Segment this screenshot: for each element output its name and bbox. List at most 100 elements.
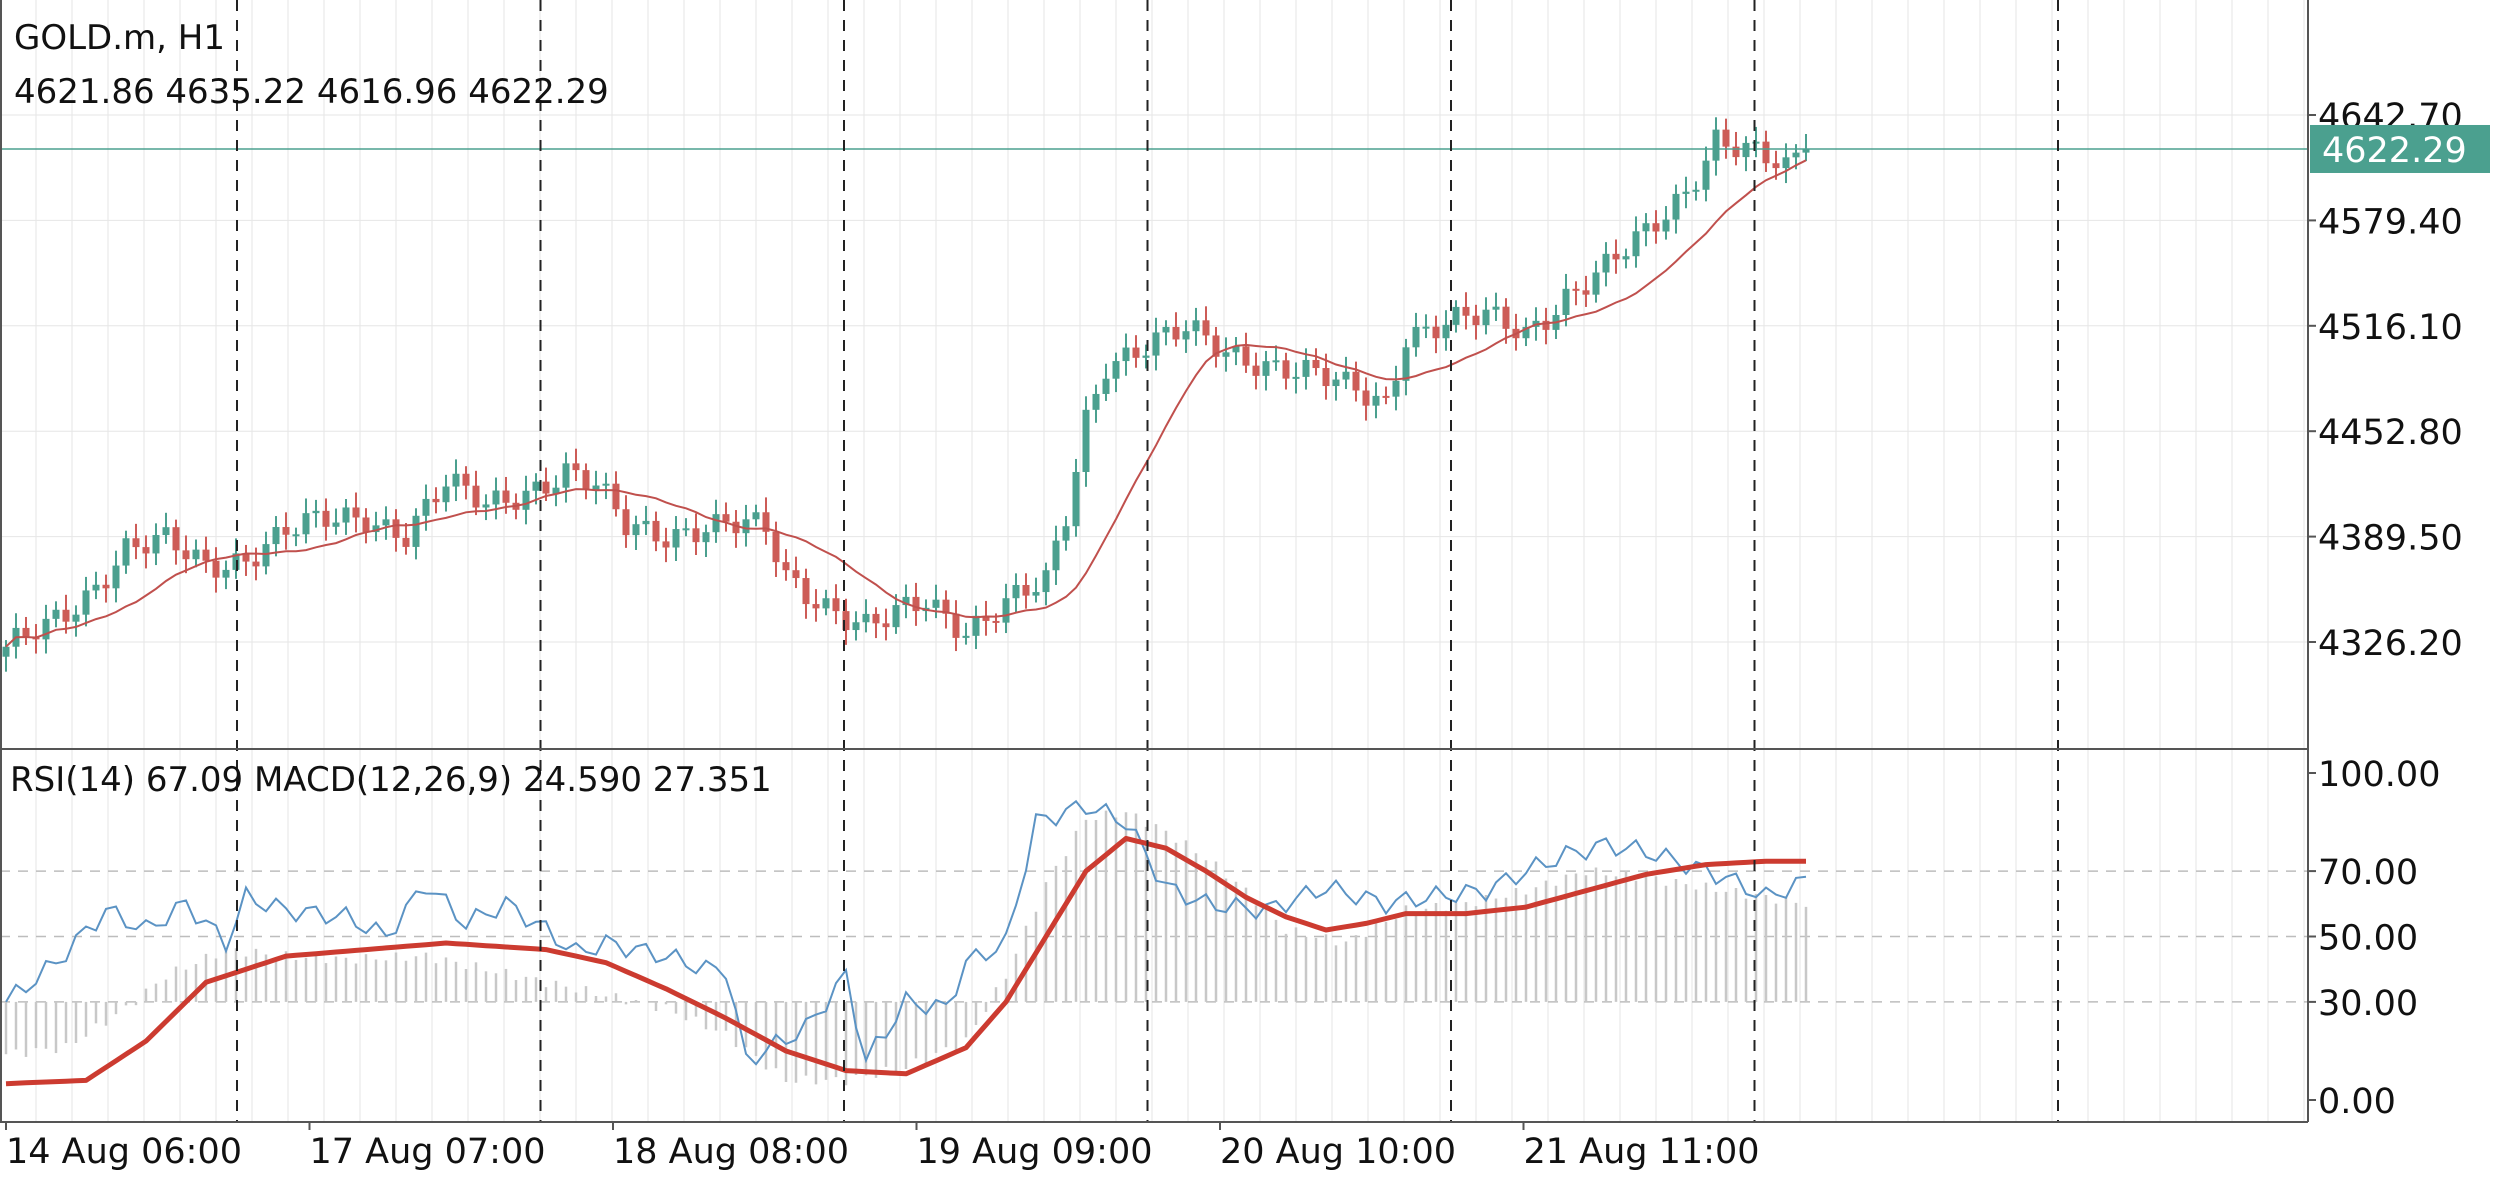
candle-body	[1702, 160, 1710, 190]
candle-body	[302, 513, 310, 535]
candle-body	[1292, 376, 1300, 379]
candle-body	[1052, 540, 1060, 571]
candle-body	[1732, 146, 1740, 158]
candle-body	[1282, 360, 1290, 379]
main-horizontal-grid	[0, 114, 2308, 643]
x-tick-label: 19 Aug 09:00	[917, 1132, 1153, 1172]
candle-body	[1422, 326, 1430, 329]
candle-body	[1582, 290, 1590, 295]
candle-body	[502, 490, 510, 503]
candle-body	[112, 565, 120, 589]
candle-body	[1312, 359, 1320, 369]
candle-body	[122, 538, 130, 566]
candle-body	[852, 622, 860, 631]
y-tick-label: 4389.50	[2318, 519, 2463, 559]
candle-body	[1032, 592, 1040, 596]
candle-body	[1682, 191, 1690, 194]
candle-body	[822, 598, 830, 609]
candle-body	[1202, 320, 1210, 336]
candle-body	[1092, 393, 1100, 410]
candle-body	[1082, 409, 1090, 472]
candle-body	[982, 615, 990, 621]
candle-body	[52, 609, 60, 619]
candle-body	[352, 507, 360, 518]
candle-body	[862, 613, 870, 623]
candle-body	[1352, 371, 1360, 391]
candle-body	[1142, 355, 1150, 358]
candle-body	[762, 512, 770, 532]
candle-body	[832, 598, 840, 612]
candle-body	[182, 550, 190, 560]
candle-body	[1502, 306, 1510, 329]
candle-body	[732, 521, 740, 534]
candle-body	[1112, 361, 1120, 379]
candle-body	[1622, 256, 1630, 260]
candle-body	[782, 562, 790, 571]
x-tick-label: 21 Aug 11:00	[1524, 1132, 1760, 1172]
candle-body	[372, 525, 380, 533]
candle-body	[292, 534, 300, 537]
sub-horizontal-grid	[0, 870, 2308, 1003]
indicator-axis: 100.00 70.00 50.00 30.00 0.00	[2308, 755, 2440, 1122]
candle-body	[1042, 570, 1050, 593]
candle-body	[242, 553, 250, 562]
indicator-lines	[0, 148, 2308, 1087]
candle-body	[222, 569, 230, 578]
candle-body	[422, 498, 430, 516]
y-tick-label: 4326.20	[2318, 624, 2463, 664]
x-tick-label: 20 Aug 10:00	[1220, 1132, 1456, 1172]
price-tag-label: 4622.29	[2322, 131, 2467, 171]
sub-y-tick-label: 50.00	[2318, 919, 2418, 959]
candle-body	[402, 537, 410, 547]
candle-body	[1692, 189, 1700, 192]
candle-body	[1392, 380, 1400, 397]
candle-body	[1222, 352, 1230, 357]
candle-body	[392, 519, 400, 538]
moving-average-line	[5, 159, 1807, 648]
candle-body	[1572, 288, 1580, 291]
candle-body	[442, 486, 450, 503]
candle-body	[1302, 359, 1310, 377]
candle-body	[1342, 371, 1350, 380]
sub-y-tick-label: 100.00	[2318, 755, 2440, 795]
candle-body	[1762, 141, 1770, 164]
candle-body	[1132, 347, 1140, 358]
candle-body	[1562, 288, 1570, 315]
candle-body	[532, 481, 540, 491]
candle-body	[1802, 148, 1810, 153]
indicator-title: RSI(14) 67.09 MACD(12,26,9) 24.590 27.35…	[10, 760, 772, 800]
candle-body	[992, 620, 1000, 623]
candle-body	[482, 504, 490, 508]
candle-body	[582, 470, 590, 490]
x-tick-label: 17 Aug 07:00	[310, 1132, 546, 1172]
ohlc-values: 4621.86 4635.22 4616.96 4622.29	[14, 72, 609, 112]
candle-body	[572, 463, 580, 471]
candle-body	[102, 584, 110, 589]
candle-body	[932, 599, 940, 608]
candle-body	[802, 578, 810, 605]
candle-body	[882, 623, 890, 628]
candle-body	[1362, 390, 1370, 406]
candle-body	[1272, 360, 1280, 363]
candle-body	[22, 627, 30, 637]
candle-body	[282, 527, 290, 535]
candle-body	[712, 514, 720, 533]
candle-body	[812, 604, 820, 609]
candle-body	[152, 535, 160, 554]
candle-body	[1782, 157, 1790, 169]
candle-body	[612, 483, 620, 510]
candle-body	[1062, 526, 1070, 541]
candle-body	[1252, 365, 1260, 376]
candle-body	[432, 498, 440, 503]
candle-body	[1472, 315, 1480, 326]
candle-body	[1602, 253, 1610, 273]
candle-body	[172, 527, 180, 551]
candle-body	[912, 596, 920, 612]
candle-body	[252, 561, 260, 567]
candle-body	[622, 509, 630, 536]
candle-body	[1232, 346, 1240, 353]
macd-histogram	[4, 810, 1808, 1086]
candle-body	[602, 483, 610, 486]
candle-body	[942, 599, 950, 614]
